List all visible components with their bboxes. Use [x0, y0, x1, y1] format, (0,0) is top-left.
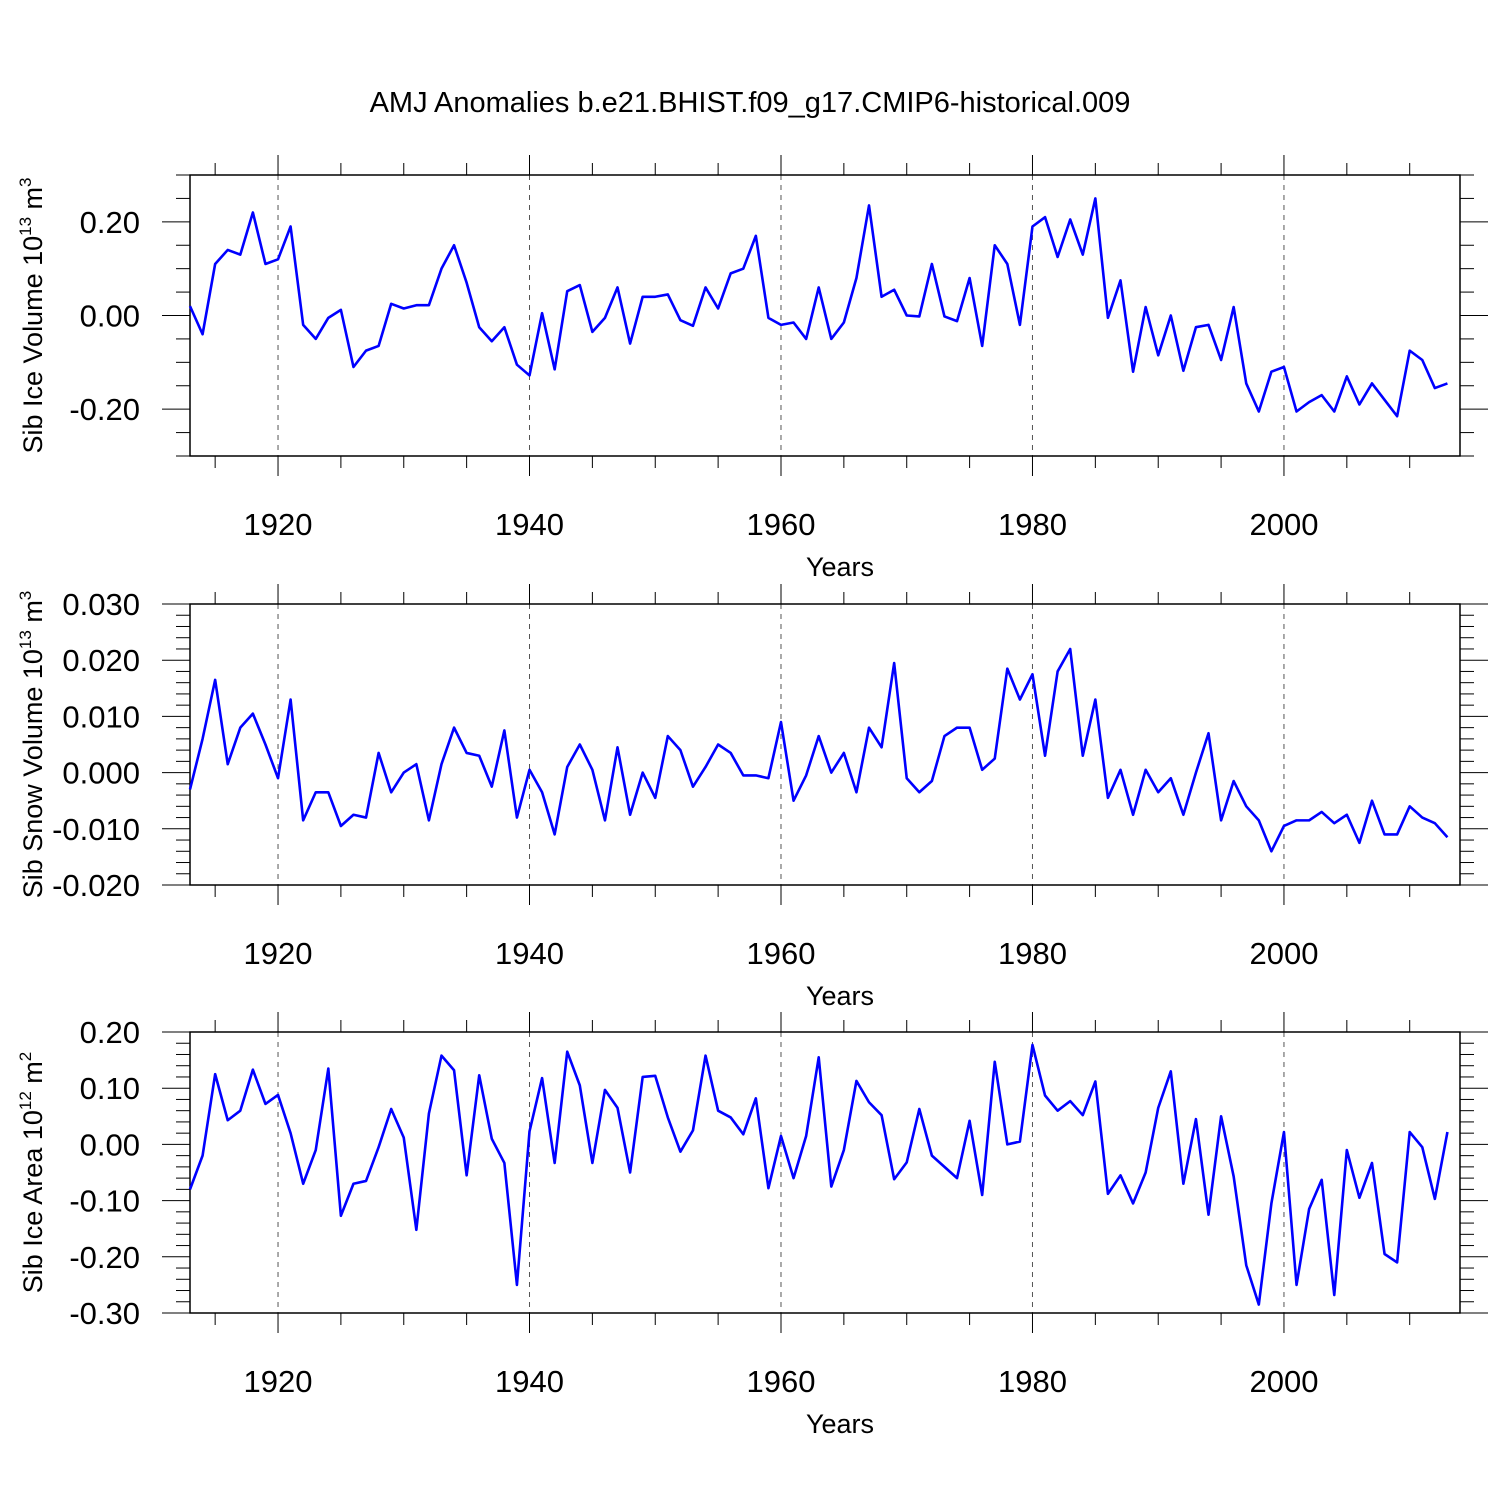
x-tick-label: 2000 [1249, 936, 1318, 971]
x-tick-label: 2000 [1249, 1364, 1318, 1399]
x-tick-label: 1980 [998, 1364, 1067, 1399]
series-line [188, 1043, 1449, 1306]
x-tick-label: 1940 [495, 1364, 564, 1399]
plot-frame [189, 1031, 1461, 1314]
x-axis-title: Years [806, 1409, 874, 1439]
x-tick-label: 1920 [244, 1364, 313, 1399]
y-tick-label: -0.010 [52, 812, 140, 847]
y-axis-title: Sib Ice Area 1012 m2 [16, 1052, 48, 1294]
y-axis-title: Sib Snow Volume 1013 m3 [16, 591, 48, 899]
y-tick-label: 0.20 [80, 205, 140, 240]
x-tick-label: 1980 [998, 936, 1067, 971]
y-tick-label: 0.00 [80, 1127, 140, 1162]
y-tick-label: -0.020 [52, 868, 140, 903]
series-line [188, 197, 1448, 418]
panel-ice-area: 1920 1940 1960 1980 2000 Years -0.30 -0.20 -0.10… [16, 1012, 1488, 1439]
x-tick-label: 2000 [1249, 507, 1318, 542]
x-axis-title: Years [806, 981, 874, 1011]
x-tick-label: 1920 [244, 507, 313, 542]
x-tick-label: 1960 [747, 1364, 816, 1399]
x-tick-label: 1940 [495, 507, 564, 542]
x-tick-label: 1920 [244, 936, 313, 971]
x-tick-label: 1980 [998, 507, 1067, 542]
y-tick-label: 0.010 [62, 699, 140, 734]
x-tick-label: 1960 [747, 507, 816, 542]
y-tick-label: 0.020 [62, 643, 140, 678]
x-axis-title: Years [806, 552, 874, 582]
y-tick-label: 0.000 [62, 756, 140, 791]
y-tick-label: -0.20 [69, 1240, 140, 1275]
figure-title: AMJ Anomalies b.e21.BHIST.f09_g17.CMIP6-… [370, 87, 1131, 119]
x-tick-label: 1940 [495, 936, 564, 971]
y-tick-label: 0.030 [62, 587, 140, 622]
y-tick-label: 0.20 [80, 1015, 140, 1050]
x-tick-label: 1960 [747, 936, 816, 971]
y-tick-label: 0.10 [80, 1071, 140, 1106]
y-tick-label: 0.00 [80, 299, 140, 334]
y-tick-label: -0.30 [69, 1296, 140, 1331]
plot-frame [189, 603, 1461, 886]
panel-snow-volume: 1920 1940 1960 1980 2000 Years -0.020 -0.010 0.0… [16, 584, 1488, 1011]
y-tick-label: -0.10 [69, 1184, 140, 1219]
panel-ice-volume: 1920 1940 1960 1980 2000 Years -0.20 0.00 0.20 Si… [16, 155, 1488, 582]
series-line [188, 647, 1449, 853]
y-axis-title: Sib Ice Volume 1013 m3 [16, 177, 48, 453]
y-tick-label: -0.20 [69, 392, 140, 427]
